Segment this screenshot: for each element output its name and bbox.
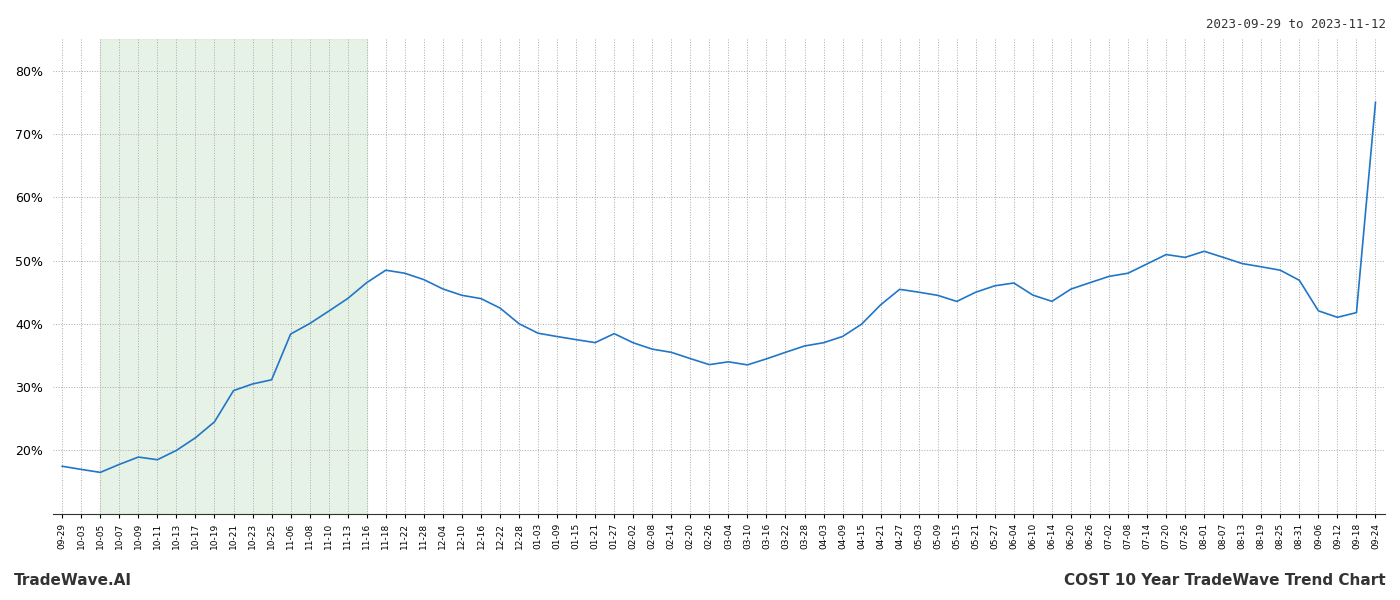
Text: TradeWave.AI: TradeWave.AI: [14, 573, 132, 588]
Text: 2023-09-29 to 2023-11-12: 2023-09-29 to 2023-11-12: [1205, 18, 1386, 31]
Bar: [101, 39, 367, 514]
Text: COST 10 Year TradeWave Trend Chart: COST 10 Year TradeWave Trend Chart: [1064, 573, 1386, 588]
